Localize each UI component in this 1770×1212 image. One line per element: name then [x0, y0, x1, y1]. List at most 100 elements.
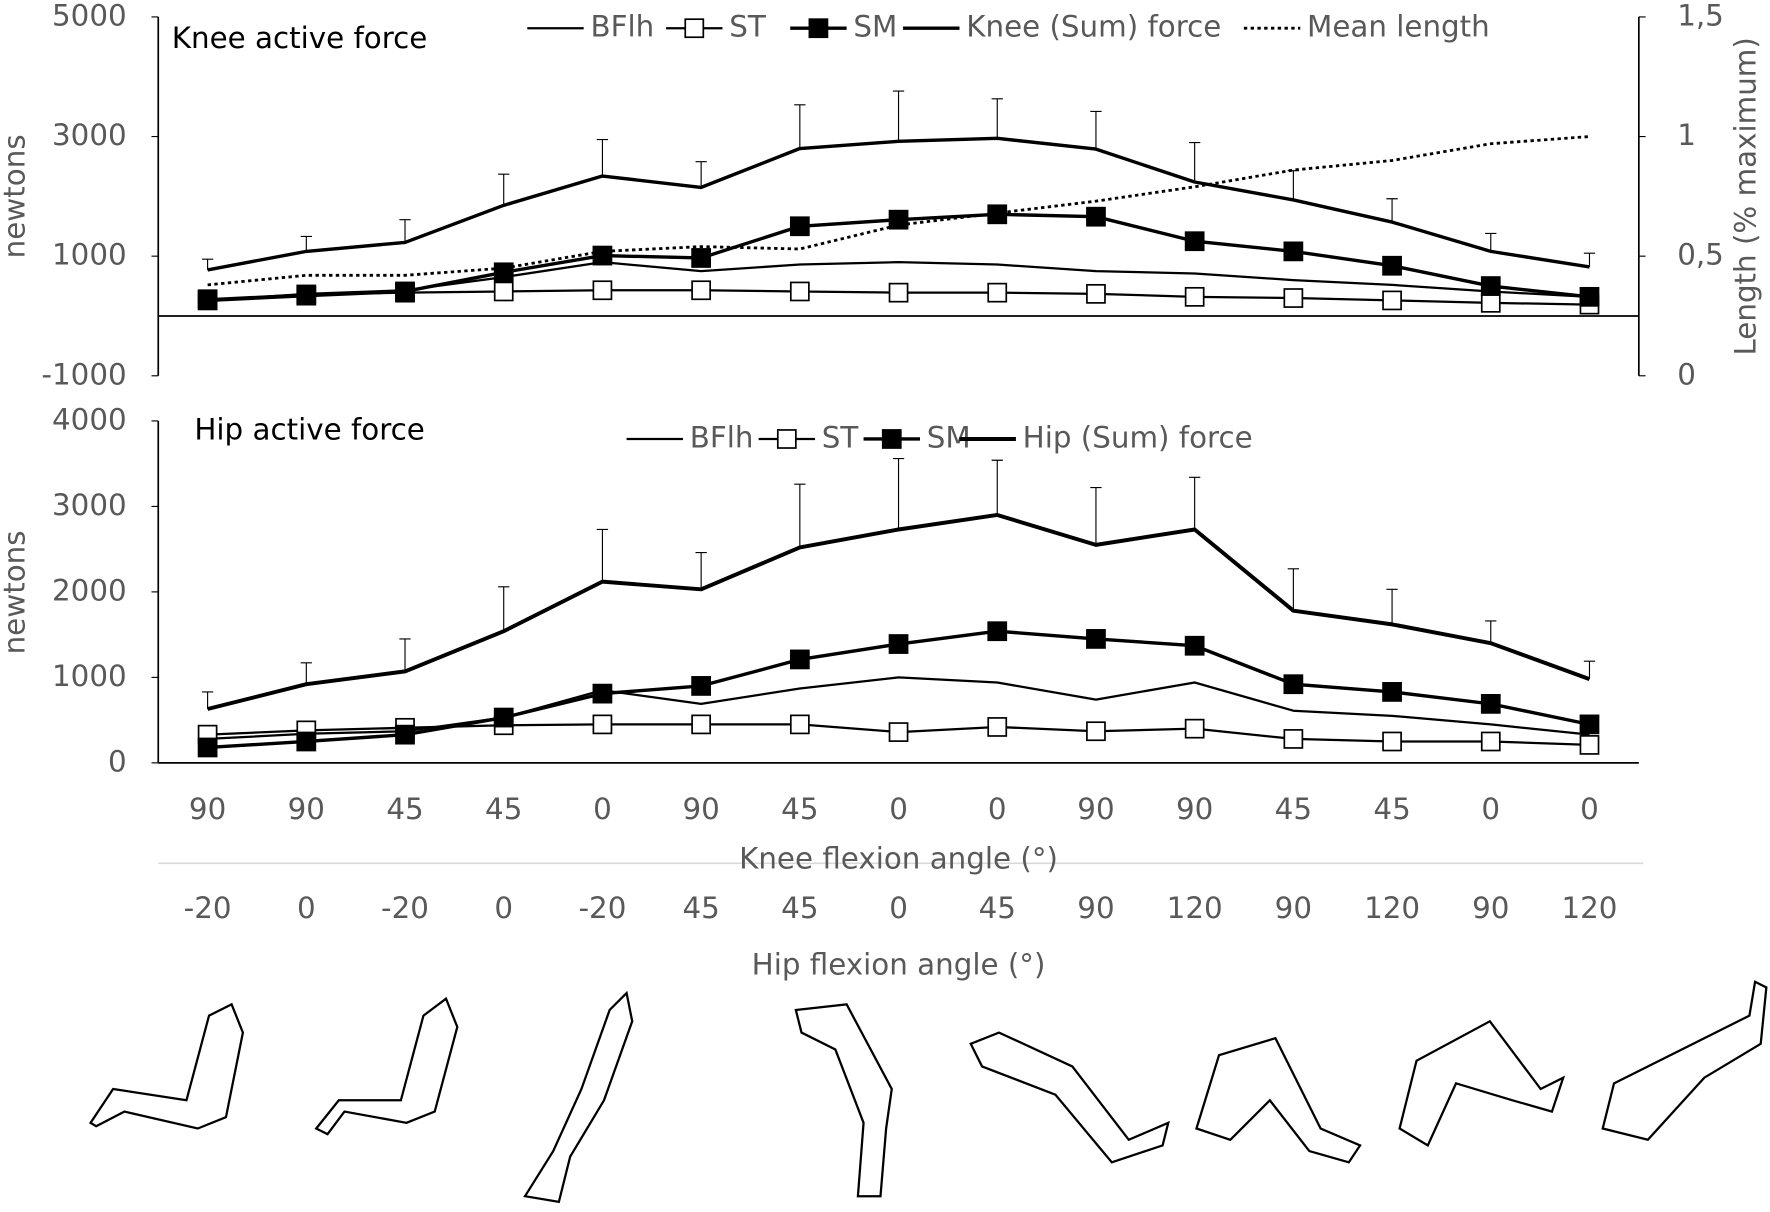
error-bar: [1189, 141, 1201, 183]
data-point: [888, 209, 909, 230]
y-tick-label: 1000: [52, 659, 127, 693]
error-bar: [794, 104, 806, 149]
x-tick-label: 90: [288, 792, 325, 826]
legend-label: ST: [822, 420, 859, 454]
legend-label: BFlh: [690, 420, 754, 454]
x2-tick-label: 0: [494, 891, 513, 925]
x2-tick-label: 90: [1472, 891, 1509, 925]
data-point: [1283, 729, 1304, 749]
x-tick-label: 90: [682, 792, 719, 826]
data-point: [1086, 283, 1106, 304]
legend-label: SM: [853, 10, 897, 44]
data-point: [592, 683, 613, 704]
error-bar: [1386, 198, 1398, 223]
data-point: [395, 281, 415, 302]
y-tick-label: 0: [108, 744, 127, 778]
data-point: [395, 724, 415, 745]
y-tick-label: 3000: [52, 118, 127, 152]
data-point: [296, 285, 317, 306]
leg-sketch: [1195, 1036, 1362, 1164]
data-point: [592, 280, 613, 301]
error-bar: [991, 459, 1003, 515]
data-point: [1579, 735, 1600, 755]
data-point: [1184, 286, 1205, 307]
x-tick-label: 90: [1077, 792, 1114, 826]
legend-marker: [776, 429, 797, 449]
x-tick-label: 90: [1176, 792, 1213, 826]
data-point: [1086, 206, 1106, 227]
data-point: [691, 248, 712, 268]
data-point: [493, 707, 514, 728]
x-axis-label: Hip flexion angle (°): [752, 947, 1046, 981]
data-point: [197, 737, 218, 758]
error-bar: [201, 691, 214, 710]
chart-title: Hip active force: [194, 413, 424, 447]
x2-tick-label: 120: [1364, 891, 1420, 925]
leg-sketch: [794, 1003, 893, 1198]
y-tick-label: 5000: [52, 0, 127, 32]
data-point: [493, 281, 514, 302]
error-bar: [892, 457, 905, 530]
data-point: [789, 649, 810, 670]
error-bar: [596, 138, 609, 177]
data-point: [1184, 635, 1205, 656]
illustrations: [88, 980, 1768, 1204]
x-tick-label: 45: [1275, 792, 1312, 826]
data-point: [1382, 731, 1402, 752]
data-point: [1086, 721, 1106, 742]
data-point: [691, 676, 712, 696]
data-point: [197, 290, 218, 311]
y2-tick-label: 0,5: [1677, 238, 1724, 272]
data-point: [296, 731, 317, 752]
legend-label: Knee (Sum) force: [966, 10, 1221, 44]
data-point: [1579, 714, 1600, 735]
y2-axis-label: Length (% maximum): [1729, 37, 1763, 355]
y-tick-label: 2000: [52, 573, 127, 607]
error-bar: [1386, 588, 1398, 625]
chart-title: Knee active force: [172, 21, 428, 55]
y-tick-label: 1000: [52, 238, 127, 272]
error-bar: [1287, 170, 1300, 200]
error-bar: [300, 662, 312, 685]
y2-tick-label: 1: [1677, 118, 1696, 152]
error-bar: [794, 483, 806, 548]
data-point: [1480, 276, 1501, 296]
legend-label: ST: [729, 10, 766, 44]
legend-marker: [881, 429, 902, 449]
data-point: [1283, 288, 1304, 308]
legend-label: Hip (Sum) force: [1023, 420, 1253, 454]
x2-tick-label: -20: [381, 891, 429, 925]
x2-tick-label: 45: [682, 891, 719, 925]
y-tick-label: 3000: [52, 488, 127, 522]
series-line: [207, 135, 1590, 287]
x-tick-label: 45: [1373, 792, 1410, 826]
error-bar: [498, 173, 510, 206]
y-tick-label: 4000: [52, 402, 127, 436]
data-point: [592, 714, 613, 735]
legend-marker: [684, 18, 705, 39]
x-tick-label: 90: [189, 792, 226, 826]
data-point: [987, 717, 1008, 737]
data-point: [1480, 731, 1501, 752]
series-line: [207, 512, 1591, 711]
error-bar: [1090, 487, 1102, 545]
data-point: [1480, 694, 1501, 714]
data-point: [987, 282, 1008, 303]
leg-sketch: [523, 990, 634, 1204]
x-tick-label: 45: [781, 792, 818, 826]
leg-sketch: [1398, 1019, 1566, 1148]
error-bar: [1583, 660, 1596, 680]
data-point: [1283, 674, 1304, 695]
x-tick-label: 0: [889, 792, 908, 826]
error-bar: [399, 638, 411, 672]
series-line: [207, 136, 1590, 272]
leg-sketch: [88, 1002, 245, 1130]
error-bar: [695, 552, 707, 590]
error-bar: [1485, 620, 1497, 644]
x-tick-label: 0: [1481, 792, 1500, 826]
error-bar: [1189, 476, 1201, 530]
x-axis-label: Knee flexion angle (°): [739, 841, 1058, 875]
error-bar: [1287, 568, 1300, 611]
x-tick-label: 0: [988, 792, 1007, 826]
